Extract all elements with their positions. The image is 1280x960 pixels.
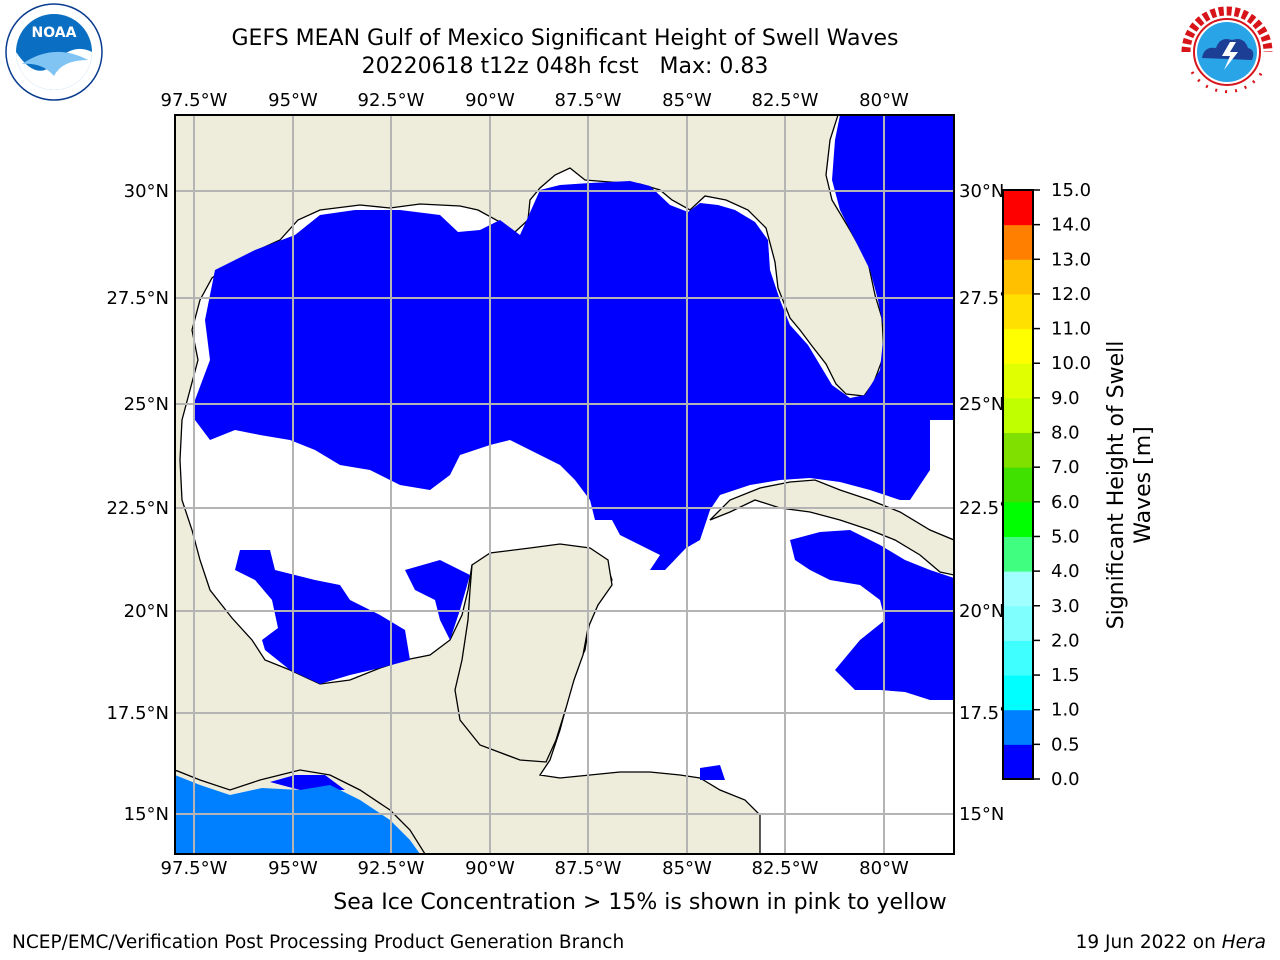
lat-label: 20°N — [959, 601, 1004, 622]
lon-label: 97.5°W — [161, 858, 228, 879]
footer-date: 19 Jun 2022 on Hera — [1076, 932, 1266, 953]
colorbar-tick-label: 5.0 — [1051, 526, 1080, 547]
lon-label: 80°W — [859, 90, 909, 111]
map-frame — [174, 114, 955, 855]
colorbar-tick-label: 13.0 — [1051, 249, 1091, 270]
colorbar-tick-label: 6.0 — [1051, 492, 1080, 513]
colorbar-segment — [1003, 397, 1033, 434]
colorbar-segment — [1003, 467, 1033, 503]
colorbar-label-line1: Significant Height of Swell — [1104, 341, 1129, 630]
lon-label: 97.5°W — [161, 90, 228, 111]
footer-host: Hera — [1221, 932, 1266, 953]
colorbar-tick-label: 12.0 — [1051, 284, 1091, 305]
lon-label: 95°W — [268, 858, 318, 879]
lon-label: 95°W — [268, 90, 318, 111]
lon-label: 90°W — [465, 858, 515, 879]
colorbar-tick-label: 0.5 — [1051, 734, 1080, 755]
colorbar-tick-label: 8.0 — [1051, 423, 1080, 444]
land-cuba — [709, 479, 954, 576]
colorbar-segment — [1003, 224, 1033, 260]
lon-label: 92.5°W — [358, 90, 425, 111]
lat-label: 17.5°N — [106, 703, 169, 724]
colorbar-segment — [1003, 605, 1033, 641]
colorbar-segment — [1003, 640, 1033, 676]
lat-label: 15°N — [124, 804, 169, 825]
sea-ice-note: Sea Ice Concentration > 15% is shown in … — [333, 890, 947, 915]
colorbar-segment — [1003, 744, 1033, 780]
colorbar-tick-label: 11.0 — [1051, 319, 1091, 340]
lon-label: 90°W — [465, 90, 515, 111]
colorbar — [1002, 189, 1034, 780]
colorbar-frame — [1002, 189, 1034, 780]
colorbar-tick-label: 0.0 — [1051, 769, 1080, 790]
lon-label: 85°W — [662, 90, 712, 111]
colorbar-tick-label: 9.0 — [1051, 388, 1080, 409]
colorbar-tick-label: 2.0 — [1051, 630, 1080, 651]
chart-title: GEFS MEAN Gulf of Mexico Significant Hei… — [231, 26, 899, 51]
lat-label: 27.5°N — [106, 288, 169, 309]
lon-label: 82.5°W — [752, 858, 819, 879]
lat-label: 30°N — [959, 181, 1004, 202]
swell-region-low — [195, 115, 954, 570]
colorbar-tick-label: 3.0 — [1051, 596, 1080, 617]
noaa-logo-icon: NOAA — [5, 3, 103, 101]
swell-region-low-4 — [790, 530, 954, 700]
lon-label: 80°W — [859, 858, 909, 879]
colorbar-ticks: 15.0 14.0 13.0 12.0 11.0 10.0 9.0 8.0 7.0 6.0 5.0 4… — [1033, 180, 1091, 790]
footer-credit: NCEP/EMC/Verification Post Processing Pr… — [12, 932, 625, 953]
colorbar-segment — [1003, 709, 1033, 745]
lon-label: 82.5°W — [752, 90, 819, 111]
lat-label: 25°N — [124, 394, 169, 415]
lon-labels-bottom: 97.5°W 95°W 92.5°W 90°W 87.5°W 85°W 82.5… — [161, 858, 909, 879]
colorbar-segment — [1003, 259, 1033, 295]
lat-label: 25°N — [959, 394, 1004, 415]
colorbar-tick-label: 7.0 — [1051, 457, 1080, 478]
lat-label: 20°N — [124, 601, 169, 622]
lon-label: 87.5°W — [555, 858, 622, 879]
graticule — [175, 115, 954, 854]
lat-label: 22.5°N — [106, 498, 169, 519]
land-yucatan — [454, 543, 613, 763]
swell-region-low-3 — [405, 560, 470, 640]
colorbar-segment — [1003, 190, 1033, 226]
colorbar-segment — [1003, 571, 1033, 607]
colorbar-tick-label: 1.5 — [1051, 665, 1080, 686]
colorbar-segment — [1003, 501, 1033, 537]
colorbar-segment — [1003, 432, 1033, 468]
colorbar-segment — [1003, 675, 1033, 711]
colorbar-segment — [1003, 328, 1033, 364]
footer-date-text: 19 Jun 2022 on — [1075, 932, 1222, 953]
lon-label: 85°W — [662, 858, 712, 879]
lon-labels-top: 97.5°W 95°W 92.5°W 90°W 87.5°W 85°W 82.5… — [161, 90, 909, 111]
lat-label: 30°N — [124, 181, 169, 202]
lat-label: 15°N — [959, 804, 1004, 825]
svg-text:NOAA: NOAA — [32, 25, 77, 41]
lon-label: 92.5°W — [358, 858, 425, 879]
swell-region-low-2 — [235, 550, 410, 684]
colorbar-tick-label: 1.0 — [1051, 700, 1080, 721]
chart-subtitle: 20220618 t12z 048h fcst Max: 0.83 — [361, 54, 769, 79]
colorbar-segment — [1003, 536, 1033, 572]
nws-logo-icon — [1180, 5, 1274, 99]
lon-label: 87.5°W — [555, 90, 622, 111]
colorbar-tick-label: 10.0 — [1051, 353, 1091, 374]
lat-labels-left: 30°N 27.5°N 25°N 22.5°N 20°N 17.5°N 15°N — [106, 181, 169, 825]
swell-region-low-6 — [700, 765, 725, 780]
map-area — [175, 115, 954, 854]
colorbar-tick-label: 4.0 — [1051, 561, 1080, 582]
colorbar-label: Significant Height of Swell Waves [m] — [1104, 341, 1156, 630]
colorbar-segment — [1003, 363, 1033, 399]
colorbar-label-line2: Waves [m] — [1131, 426, 1156, 543]
colorbar-tick-label: 15.0 — [1051, 180, 1091, 201]
colorbar-segment — [1003, 293, 1033, 330]
colorbar-tick-label: 14.0 — [1051, 215, 1091, 236]
